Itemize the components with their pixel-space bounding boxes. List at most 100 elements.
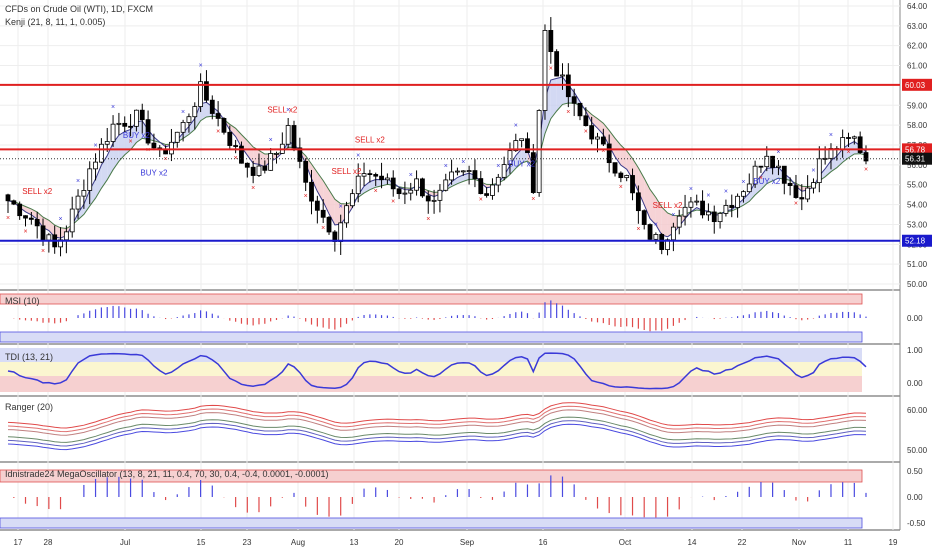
- candle[interactable]: [706, 211, 711, 216]
- msi-panel[interactable]: [13, 300, 867, 332]
- candle[interactable]: [711, 211, 717, 223]
- candle[interactable]: [519, 138, 525, 141]
- candle[interactable]: [676, 215, 682, 228]
- candle[interactable]: [414, 178, 419, 191]
- candle[interactable]: [653, 234, 659, 240]
- candle[interactable]: [530, 152, 536, 193]
- candle[interactable]: [501, 164, 507, 178]
- candle[interactable]: [93, 161, 98, 170]
- candle[interactable]: [355, 175, 361, 195]
- candle[interactable]: [700, 200, 705, 216]
- candle[interactable]: [682, 206, 688, 217]
- candle[interactable]: [758, 165, 764, 168]
- candle[interactable]: [577, 102, 583, 117]
- candle[interactable]: [23, 215, 28, 219]
- candle[interactable]: [536, 110, 542, 193]
- candle[interactable]: [729, 205, 735, 208]
- candle[interactable]: [863, 152, 869, 162]
- candle[interactable]: [303, 161, 309, 183]
- candle[interactable]: [145, 119, 151, 144]
- candle[interactable]: [174, 131, 180, 143]
- candle[interactable]: [349, 193, 355, 207]
- candle[interactable]: [554, 51, 560, 77]
- candle[interactable]: [344, 205, 349, 224]
- candle[interactable]: [256, 165, 262, 176]
- candle[interactable]: [373, 174, 379, 177]
- candle[interactable]: [250, 166, 256, 176]
- candle[interactable]: [361, 173, 367, 177]
- candle[interactable]: [192, 106, 198, 118]
- candle[interactable]: [139, 109, 145, 121]
- candle[interactable]: [484, 193, 490, 196]
- candle[interactable]: [87, 168, 93, 191]
- candle[interactable]: [776, 165, 781, 168]
- candle[interactable]: [787, 182, 793, 186]
- candle[interactable]: [630, 175, 635, 194]
- candle[interactable]: [134, 109, 139, 127]
- candle[interactable]: [495, 176, 501, 186]
- candle[interactable]: [420, 178, 425, 197]
- candle[interactable]: [17, 203, 23, 217]
- candle[interactable]: [472, 170, 478, 179]
- candle[interactable]: [408, 189, 414, 194]
- candle[interactable]: [104, 141, 110, 145]
- tdi-panel[interactable]: [7, 352, 867, 390]
- candle[interactable]: [320, 209, 326, 218]
- candle[interactable]: [297, 147, 303, 162]
- candle[interactable]: [460, 170, 466, 173]
- candle[interactable]: [746, 183, 752, 193]
- candle[interactable]: [624, 175, 630, 179]
- candle[interactable]: [431, 199, 437, 202]
- candle[interactable]: [811, 182, 816, 189]
- candle[interactable]: [128, 125, 133, 128]
- candle[interactable]: [122, 122, 128, 127]
- candle[interactable]: [396, 188, 402, 195]
- candle[interactable]: [285, 125, 291, 145]
- candle[interactable]: [455, 170, 460, 173]
- candle[interactable]: [694, 200, 700, 203]
- candle[interactable]: [560, 74, 565, 77]
- candle[interactable]: [233, 145, 239, 147]
- candle[interactable]: [204, 81, 209, 101]
- candle[interactable]: [309, 181, 314, 202]
- candle[interactable]: [723, 205, 729, 214]
- candle[interactable]: [437, 189, 443, 201]
- candle[interactable]: [781, 165, 787, 184]
- candle[interactable]: [63, 231, 69, 241]
- candle[interactable]: [180, 122, 186, 133]
- candle[interactable]: [717, 212, 723, 223]
- candle[interactable]: [583, 115, 589, 127]
- candle[interactable]: [151, 142, 157, 149]
- candle[interactable]: [735, 195, 740, 208]
- candle[interactable]: [34, 218, 40, 227]
- candle[interactable]: [5, 194, 11, 202]
- candle[interactable]: [110, 123, 116, 142]
- candle[interactable]: [647, 224, 653, 240]
- candle[interactable]: [595, 136, 600, 140]
- candle[interactable]: [507, 150, 513, 165]
- candle[interactable]: [851, 136, 857, 139]
- candle[interactable]: [752, 165, 758, 185]
- candle[interactable]: [542, 30, 548, 111]
- candle[interactable]: [244, 162, 250, 168]
- candle[interactable]: [75, 195, 81, 210]
- candle[interactable]: [490, 184, 495, 196]
- candle[interactable]: [28, 217, 34, 220]
- price-panel[interactable]: × × × × × × × × × × × × × × × × × × × × × × × × × × × × × × × × × × × × × × × ×…: [0, 17, 900, 257]
- candle[interactable]: [846, 137, 851, 139]
- candle[interactable]: [612, 162, 618, 174]
- candle[interactable]: [443, 179, 449, 191]
- candle[interactable]: [793, 185, 799, 198]
- candle[interactable]: [379, 175, 384, 181]
- candle[interactable]: [268, 153, 274, 171]
- candle[interactable]: [565, 74, 571, 98]
- candle[interactable]: [670, 226, 676, 241]
- candle[interactable]: [770, 155, 776, 168]
- candle[interactable]: [239, 145, 244, 164]
- candle[interactable]: [641, 210, 647, 225]
- candle[interactable]: [81, 190, 87, 197]
- candle[interactable]: [466, 170, 472, 172]
- candle[interactable]: [840, 137, 846, 150]
- candle[interactable]: [227, 131, 233, 146]
- candle[interactable]: [390, 177, 396, 190]
